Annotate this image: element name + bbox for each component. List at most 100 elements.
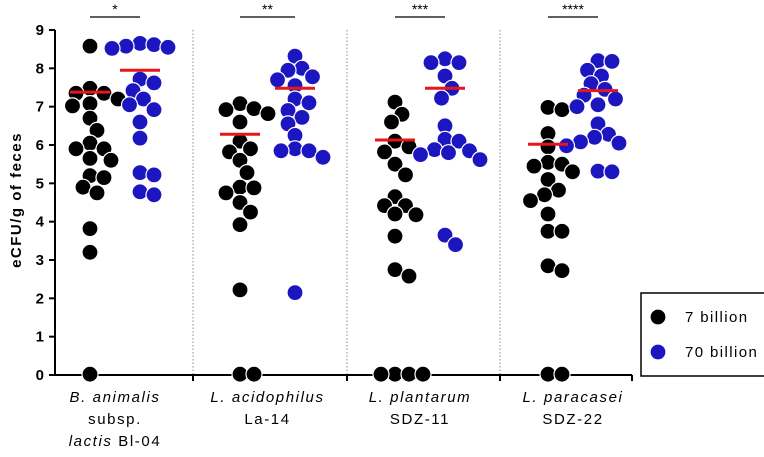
data-point: [81, 220, 99, 238]
data-point: [386, 205, 404, 223]
data-point: [95, 169, 113, 187]
data-point: [603, 52, 621, 71]
data-point: [145, 186, 163, 204]
y-axis-title: eCFU/g of feces: [8, 132, 25, 268]
data-point: [553, 365, 571, 383]
y-tick-label: 0: [36, 367, 44, 384]
data-point: [81, 149, 99, 167]
category-label: B. animalis: [70, 389, 161, 406]
data-point: [568, 98, 586, 116]
data-point: [300, 94, 318, 112]
category-label-part: L. acidophilus: [210, 389, 324, 406]
data-point: [238, 164, 256, 182]
data-point: [241, 203, 260, 221]
category-label-part: SDZ-11: [390, 411, 450, 428]
data-point: [300, 142, 318, 160]
significance-label: ****: [562, 1, 584, 17]
legend-marker: [649, 308, 667, 326]
data-point: [432, 89, 451, 107]
data-point: [372, 365, 390, 383]
data-point: [386, 261, 404, 279]
data-point: [88, 184, 106, 202]
data-point: [606, 90, 625, 108]
category-label-part: Bl-04: [112, 433, 161, 450]
legend-marker: [649, 343, 667, 361]
data-point: [553, 101, 571, 119]
data-point: [539, 138, 557, 156]
category-label: subsp.: [88, 411, 142, 428]
data-point: [145, 35, 163, 54]
y-tick-label: 3: [36, 252, 44, 269]
data-point: [63, 97, 82, 115]
legend: 7 billion 70 billion: [640, 292, 764, 377]
y-tick-label: 2: [36, 290, 44, 307]
data-point: [557, 137, 576, 155]
category-label: L. acidophilus: [210, 389, 324, 406]
category-label-part: L. plantarum: [369, 389, 472, 406]
data-point: [386, 155, 404, 173]
data-point: [231, 281, 249, 299]
category-label: La-14: [244, 411, 290, 428]
legend-box: [640, 292, 764, 377]
data-point: [411, 146, 430, 164]
mean-lines: [70, 68, 618, 146]
category-label-part: subsp.: [88, 411, 142, 428]
data-point: [525, 157, 543, 175]
data-point: [471, 151, 489, 169]
data-point: [539, 98, 557, 117]
data-point: [120, 96, 139, 114]
data-point: [217, 184, 235, 202]
data-point: [131, 164, 149, 182]
data-point: [231, 113, 249, 131]
y-tick-label: 7: [36, 99, 44, 116]
data-point: [303, 68, 322, 86]
data-point: [521, 192, 540, 210]
significance-label: *: [112, 1, 118, 17]
data-point: [553, 222, 571, 240]
significance-label: ***: [412, 1, 429, 17]
data-point: [81, 365, 99, 383]
data-point: [145, 101, 163, 119]
data-point: [159, 38, 177, 56]
data-point: [407, 206, 425, 224]
significance-brackets: * ** *** ****: [90, 1, 598, 18]
data-point: [81, 37, 99, 55]
axes: 0 1 2 3 4 5 6 7 8 9: [36, 22, 633, 384]
data-point: [553, 262, 571, 280]
data-point: [131, 129, 149, 147]
significance-label: **: [262, 1, 273, 17]
data-point: [103, 39, 121, 58]
data-point: [67, 140, 85, 158]
data-point: [439, 144, 458, 162]
data-point: [268, 71, 287, 89]
data-point: [386, 227, 404, 245]
y-tick-label: 6: [36, 137, 44, 154]
data-point: [589, 96, 607, 114]
category-label: L. plantarum: [369, 389, 472, 406]
y-tick-label: 8: [36, 60, 44, 77]
data-points: [63, 34, 628, 383]
category-labels: B. animalis subsp. lactis Bl-04 L. acidophi…: [69, 389, 622, 450]
data-point: [414, 365, 432, 383]
data-point: [610, 134, 628, 152]
data-point: [231, 216, 249, 234]
category-label-part: B. animalis: [70, 389, 161, 406]
legend-label: 70 billion: [685, 344, 758, 361]
data-point: [375, 143, 394, 161]
data-point: [293, 108, 311, 127]
category-label: SDZ-22: [542, 411, 603, 428]
data-point: [217, 101, 235, 119]
data-point: [400, 267, 418, 285]
legend-label: 7 billion: [685, 309, 748, 326]
data-point: [446, 236, 465, 254]
data-point: [259, 104, 277, 123]
data-point: [286, 140, 304, 158]
category-label: lactis Bl-04: [69, 433, 162, 450]
data-point: [241, 140, 260, 158]
data-point: [382, 113, 401, 131]
category-label-part: La-14: [244, 411, 290, 428]
data-point: [286, 284, 304, 302]
data-point: [563, 163, 582, 181]
y-tick-label: 5: [36, 175, 44, 192]
